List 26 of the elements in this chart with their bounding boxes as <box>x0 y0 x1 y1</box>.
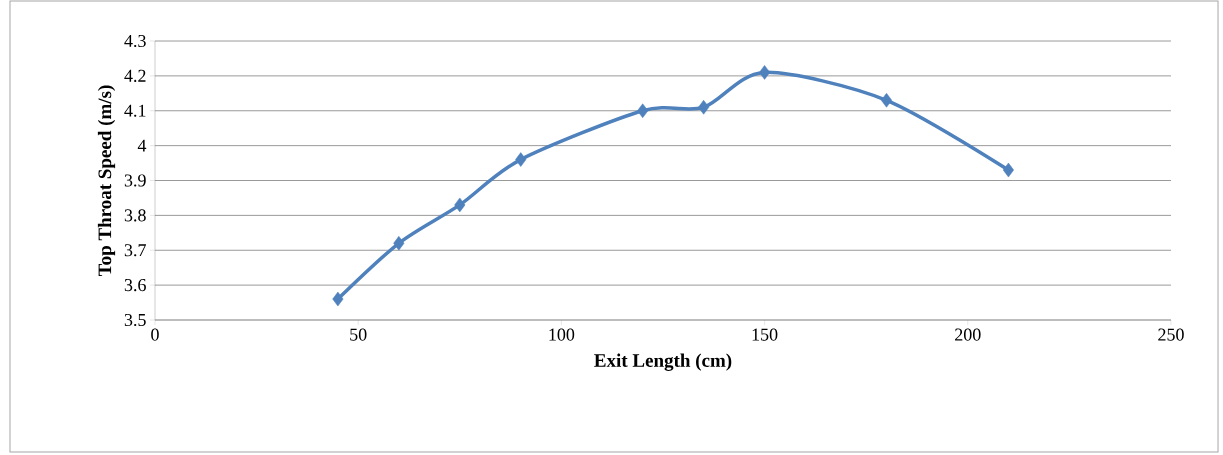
point <box>454 197 466 213</box>
x-tick-label: 150 <box>752 328 778 341</box>
point <box>1002 162 1014 178</box>
y-tick-label: 3.8 <box>124 209 146 222</box>
x-axis-title: Exit Length (cm) <box>594 353 732 371</box>
y-tick-label: 4.2 <box>124 69 146 82</box>
x-tick-label: 200 <box>955 328 981 341</box>
x-tick-label: 50 <box>350 328 367 341</box>
point <box>881 93 893 108</box>
y-tick-label: 4 <box>137 139 147 152</box>
x-tick-label: 100 <box>549 328 575 341</box>
y-tick-label: 3.6 <box>124 279 146 292</box>
point <box>759 65 771 80</box>
y-tick-label: 4.1 <box>124 104 146 117</box>
y-axis-title: Top Throat Speed (m/s) <box>97 85 116 277</box>
point <box>637 103 649 118</box>
point <box>698 100 710 115</box>
y-tick-label: 3.9 <box>124 174 146 187</box>
y-tick-label: 4.3 <box>124 34 146 48</box>
x-tick-label: 0 <box>151 328 159 341</box>
x-tick-label: 250 <box>1158 328 1184 341</box>
point <box>332 291 344 307</box>
point <box>515 152 527 167</box>
y-tick-label: 3.7 <box>124 244 146 257</box>
point <box>393 236 405 251</box>
y-tick-label: 3.5 <box>124 313 146 327</box>
